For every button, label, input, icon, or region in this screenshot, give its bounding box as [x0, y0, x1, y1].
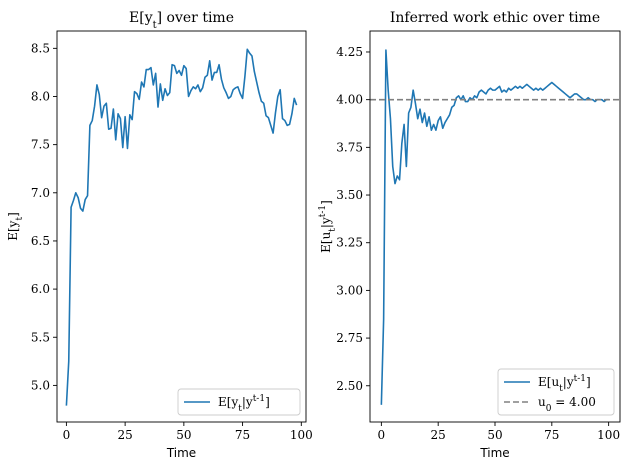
chart-title: E[yt] over time	[129, 10, 234, 31]
x-tick-label: 0	[378, 428, 386, 442]
x-tick-label: 25	[431, 428, 446, 442]
plot-frame	[56, 30, 307, 423]
x-tick-label: 0	[63, 428, 71, 442]
series-line-1	[380, 49, 609, 405]
x-tick-label: 25	[117, 428, 132, 442]
series-line-1	[65, 48, 298, 406]
x-tick-label: 100	[290, 428, 313, 442]
y-tick-label: 3.25	[336, 236, 363, 250]
legend-entry-label: u0 = 4.00	[538, 395, 596, 414]
x-tick-label: 50	[487, 428, 502, 442]
legend-entry-label: E[yt|yt-1]	[218, 394, 270, 414]
y-tick-label: 4.00	[336, 93, 363, 107]
legend-entry-label: E[ut|yt-1]	[538, 374, 591, 394]
x-tick-label: 75	[235, 428, 250, 442]
y-tick-label: 4.25	[336, 45, 363, 59]
y-tick-label: 6.0	[31, 282, 50, 296]
left-axes: 0 25 50 75 100 5.0 5.5 6.0 6.5 7.0 7.5 8.0 8.5 E[yt] …	[6, 10, 313, 460]
y-axis-label: E[yt]	[6, 212, 25, 241]
y-tick-label: 3.00	[336, 283, 363, 297]
y-tick-label: 3.50	[336, 188, 363, 202]
chart-title: Inferred work ethic over time	[390, 10, 600, 26]
y-tick-label: 8.5	[31, 41, 50, 55]
y-tick-label: 5.0	[31, 378, 50, 392]
x-tick-label: 100	[597, 428, 620, 442]
legend: E[ut|yt-1]u0 = 4.00	[497, 368, 615, 416]
right-axes: 0 25 50 75 100 2.50 2.75 3.00 3.25 3.50 3.75 4.00 4.…	[318, 10, 621, 460]
y-tick-label: 2.50	[336, 379, 363, 393]
x-axis-label: Time	[166, 446, 196, 460]
y-tick-label: 7.5	[31, 138, 50, 152]
y-tick-label: 3.75	[336, 140, 363, 154]
x-tick-label: 50	[176, 428, 191, 442]
y-tick-label: 7.0	[31, 186, 50, 200]
y-tick-label: 5.5	[31, 330, 50, 344]
y-tick-label: 8.0	[31, 89, 50, 103]
legend: E[yt|yt-1]	[177, 388, 301, 416]
x-tick-label: 75	[544, 428, 559, 442]
x-axis-label: Time	[479, 446, 509, 460]
y-tick-label: 2.75	[336, 331, 363, 345]
y-axis-label: E[ut|yt-1]	[318, 200, 338, 253]
y-tick-label: 6.5	[31, 234, 50, 248]
